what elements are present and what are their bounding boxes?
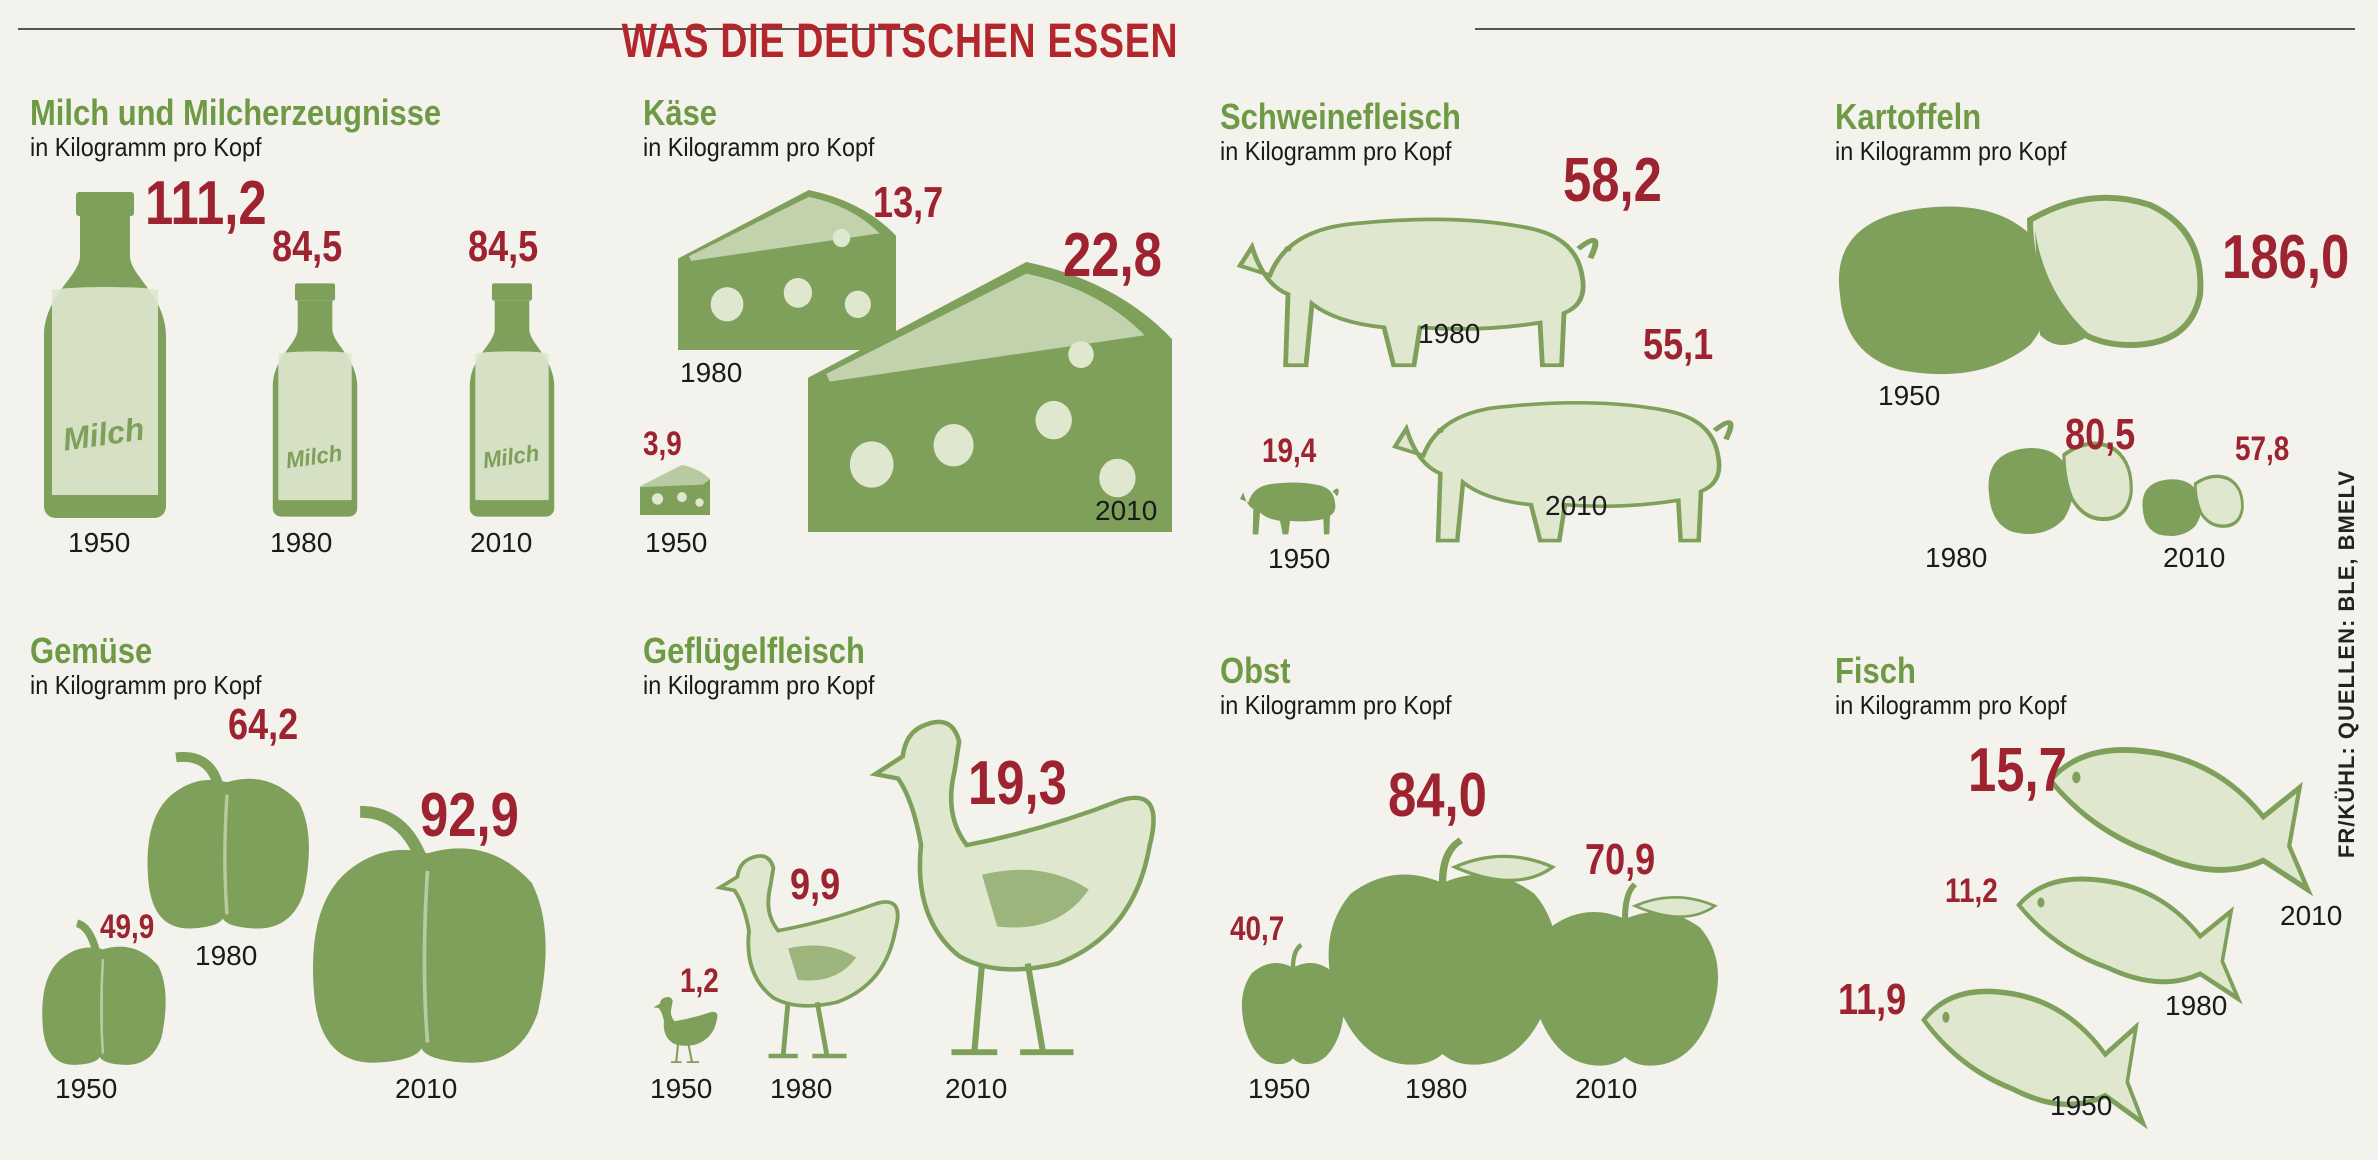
category-unit-gemuese: in Kilogramm pro Kopf: [30, 670, 262, 700]
fish-icon: [2047, 747, 2314, 897]
cheese-icon: [808, 262, 1172, 532]
category-unit-kartoffeln: in Kilogramm pro Kopf: [1835, 136, 2067, 166]
title-rule-left: [18, 28, 923, 30]
year-label: 1950: [645, 527, 708, 558]
fish-icon: [2016, 876, 2243, 1005]
main-title: WAS DIE DEUTSCHEN ESSEN: [621, 15, 1179, 68]
value-label: 3,9: [643, 425, 682, 463]
value-label: 84,5: [272, 222, 343, 271]
value-label: 15,7: [1968, 736, 2067, 805]
category-title-fisch: Fisch: [1835, 650, 1916, 691]
category-unit-schwein: in Kilogramm pro Kopf: [1220, 136, 1452, 166]
year-label: 2010: [945, 1073, 1008, 1104]
value-label: 64,2: [228, 700, 299, 749]
year-label: 2010: [2163, 542, 2226, 573]
year-label: 2010: [1095, 495, 1158, 526]
year-label: 1950: [68, 527, 131, 558]
year-label: 1980: [1405, 1073, 1468, 1104]
year-label: 1980: [2165, 990, 2228, 1021]
value-label: 13,7: [873, 178, 944, 227]
value-label: 11,2: [1945, 872, 1998, 910]
year-label: 1980: [1418, 318, 1481, 349]
value-label: 70,9: [1585, 835, 1656, 884]
category-title-gemuese: Gemüse: [30, 630, 153, 671]
milk-bottle-icon: Milch: [272, 283, 358, 517]
year-label: 1950: [650, 1073, 713, 1104]
year-label: 1980: [270, 527, 333, 558]
value-label: 11,9: [1838, 975, 1907, 1024]
category-title-kaese: Käse: [643, 92, 718, 133]
apple-icon: [1532, 882, 1718, 1066]
year-label: 1980: [680, 357, 743, 388]
year-label: 1950: [2050, 1090, 2113, 1121]
value-label: 19,4: [1262, 432, 1317, 470]
milk-bottle-icon: Milch: [469, 283, 555, 517]
value-label: 57,8: [2235, 430, 2290, 468]
year-label: 1980: [770, 1073, 833, 1104]
milk-bottle-icon: Milch: [44, 192, 166, 518]
value-label: 84,0: [1388, 761, 1487, 830]
bell-pepper-icon: [147, 751, 309, 929]
chicken-icon: [869, 719, 1156, 1056]
category-unit-fisch: in Kilogramm pro Kopf: [1835, 690, 2067, 720]
cheese-icon: [678, 190, 896, 350]
category-title-obst: Obst: [1220, 650, 1291, 691]
value-label: 186,0: [2222, 223, 2350, 292]
year-label: 2010: [395, 1073, 458, 1104]
bell-pepper-icon: [42, 919, 166, 1065]
bell-pepper-icon: [312, 805, 546, 1063]
value-label: 40,7: [1230, 910, 1285, 948]
potato-icon: [2142, 474, 2244, 536]
year-label: 2010: [2280, 900, 2343, 931]
value-label: 22,8: [1063, 221, 1162, 290]
value-label: 49,9: [100, 908, 155, 946]
apple-icon: [1328, 837, 1557, 1065]
source-credit: FR/KÜHL: QUELLEN: BLE, BMELV: [2334, 470, 2359, 859]
pig-icon: [1236, 217, 1599, 368]
potato-icon: [1988, 441, 2133, 534]
chicken-icon: [653, 996, 718, 1063]
value-label: 84,5: [468, 222, 539, 271]
apple-icon: [1241, 942, 1345, 1065]
year-label: 2010: [1545, 490, 1608, 521]
category-title-schwein: Schweinefleisch: [1220, 96, 1461, 137]
pig-icon: [1391, 400, 1734, 543]
pig-icon: [1240, 482, 1339, 535]
category-unit-kaese: in Kilogramm pro Kopf: [643, 132, 875, 162]
year-label: 1980: [1925, 542, 1988, 573]
year-label: 1980: [195, 940, 258, 971]
value-label: 111,2: [145, 169, 267, 238]
category-title-gefluegel: Geflügelfleisch: [643, 630, 865, 671]
year-label: 1950: [1248, 1073, 1311, 1104]
title-rule-right: [1475, 28, 2355, 30]
value-label: 58,2: [1563, 146, 1662, 215]
value-label: 55,1: [1643, 320, 1714, 369]
year-label: 1950: [1878, 380, 1941, 411]
value-label: 1,2: [680, 962, 719, 1000]
category-unit-gefluegel: in Kilogramm pro Kopf: [643, 670, 875, 700]
category-unit-milch: in Kilogramm pro Kopf: [30, 132, 262, 162]
category-title-milch: Milch und Milcherzeugnisse: [30, 92, 442, 133]
chicken-icon: [714, 854, 900, 1059]
value-label: 19,3: [968, 749, 1067, 818]
year-label: 2010: [470, 527, 533, 558]
value-label: 92,9: [420, 781, 519, 850]
fish-icon: [1921, 988, 2148, 1130]
cheese-icon: [640, 465, 710, 515]
value-label: 9,9: [790, 860, 841, 909]
year-label: 2010: [1575, 1073, 1638, 1104]
category-title-kartoffeln: Kartoffeln: [1835, 96, 1982, 137]
value-label: 80,5: [2065, 410, 2136, 459]
year-label: 1950: [55, 1073, 118, 1104]
year-label: 1950: [1268, 543, 1331, 574]
potato-icon: [1838, 194, 2204, 375]
category-unit-obst: in Kilogramm pro Kopf: [1220, 690, 1452, 720]
